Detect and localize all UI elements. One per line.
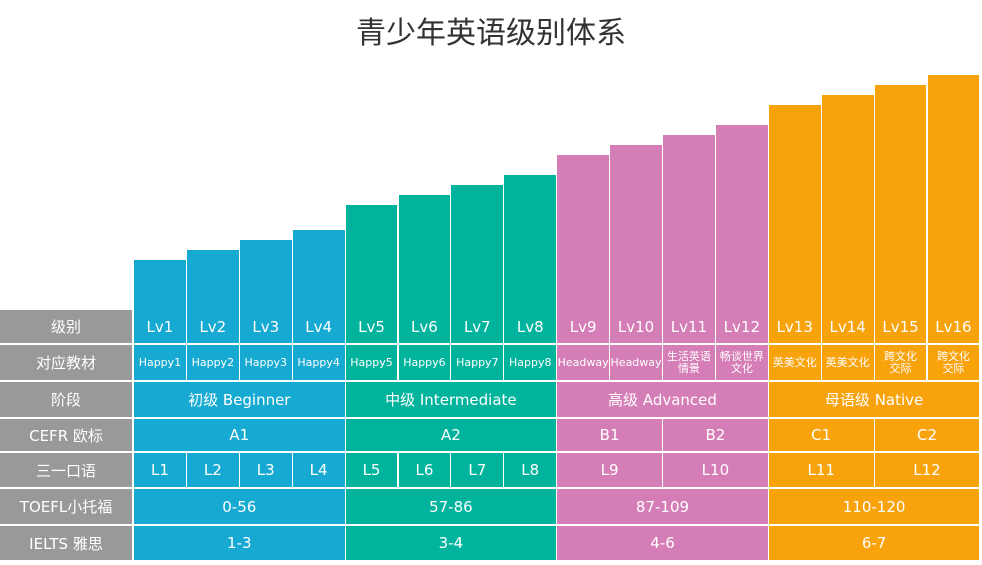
row-label: 对应教材: [0, 345, 132, 380]
ielts-cell: 3-4: [345, 526, 557, 560]
trinity-cell: L9: [557, 453, 662, 487]
row-label: 阶段: [0, 382, 132, 417]
cefr-cell: C1: [768, 419, 874, 451]
toefl-cell: 57-86: [345, 489, 557, 524]
textbook-cell: Happy7: [451, 345, 504, 380]
toefl-cell: 0-56: [134, 489, 345, 524]
trinity-cell: L6: [398, 453, 451, 487]
level-cell: Lv3: [239, 310, 292, 343]
trinity-cell: L10: [663, 453, 768, 487]
toefl-cell: 87-109: [557, 489, 768, 524]
step-bar: [821, 95, 874, 310]
cefr-cell: C2: [874, 419, 980, 451]
textbook-cell: 英美文化: [768, 345, 821, 380]
step-bar: [715, 125, 768, 310]
trinity-cell: L3: [239, 453, 292, 487]
step-bar: [874, 85, 927, 310]
textbook-cell: Happy2: [186, 345, 239, 380]
step-bar: [239, 240, 292, 310]
step-bar: [134, 260, 186, 310]
step-bar: [927, 75, 980, 310]
row-label: IELTS 雅思: [0, 526, 132, 560]
cefr-cell: B1: [557, 419, 662, 451]
textbook-cell: 跨文化 交际: [927, 345, 980, 380]
step-bar: [345, 205, 398, 310]
textbook-cell: Happy6: [398, 345, 451, 380]
textbook-cell: 跨文化 交际: [874, 345, 927, 380]
textbook-cell: Happy4: [292, 345, 345, 380]
stage-cell: 中级 Intermediate: [345, 382, 557, 417]
trinity-cell: L1: [134, 453, 186, 487]
cefr-cell: B2: [663, 419, 768, 451]
ielts-cell: 1-3: [134, 526, 345, 560]
textbook-cell: Happy5: [345, 345, 398, 380]
level-cell: Lv11: [663, 310, 715, 343]
step-bar: [504, 175, 557, 310]
textbook-cell: Happy8: [504, 345, 557, 380]
textbook-cell: Headway: [557, 345, 610, 380]
step-bar: [186, 250, 239, 310]
textbook-cell: Headway: [610, 345, 662, 380]
trinity-cell: L2: [186, 453, 239, 487]
stage-cell: 初级 Beginner: [134, 382, 345, 417]
level-cell: Lv10: [610, 310, 662, 343]
level-cell: Lv4: [292, 310, 345, 343]
step-bar: [768, 105, 821, 310]
trinity-cell: L7: [451, 453, 504, 487]
step-bar: [557, 155, 610, 310]
stage-cell: 高级 Advanced: [557, 382, 768, 417]
trinity-cell: L5: [345, 453, 398, 487]
textbook-cell: Happy1: [134, 345, 186, 380]
level-cell: Lv15: [874, 310, 927, 343]
textbook-cell: 英美文化: [821, 345, 874, 380]
trinity-cell: L12: [874, 453, 980, 487]
level-cell: Lv7: [451, 310, 504, 343]
toefl-cell: 110-120: [768, 489, 980, 524]
step-bar: [451, 185, 504, 310]
level-cell: Lv12: [715, 310, 768, 343]
level-cell: Lv8: [504, 310, 557, 343]
textbook-cell: 畅谈世界 文化: [715, 345, 768, 380]
cefr-cell: A2: [345, 419, 557, 451]
ielts-cell: 6-7: [768, 526, 980, 560]
level-cell: Lv13: [768, 310, 821, 343]
step-bar: [292, 230, 345, 310]
trinity-cell: L4: [292, 453, 345, 487]
row-label: 级别: [0, 310, 132, 343]
step-bar: [663, 135, 715, 310]
step-bar: [398, 195, 451, 310]
textbook-cell: Happy3: [239, 345, 292, 380]
stage-cell: 母语级 Native: [768, 382, 980, 417]
textbook-cell: 生活英语 情景: [663, 345, 715, 380]
ielts-cell: 4-6: [557, 526, 768, 560]
level-cell: Lv2: [186, 310, 239, 343]
step-bar: [610, 145, 662, 310]
level-cell: Lv1: [134, 310, 186, 343]
level-cell: Lv16: [927, 310, 980, 343]
cefr-cell: A1: [134, 419, 345, 451]
trinity-cell: L8: [504, 453, 557, 487]
level-cell: Lv9: [557, 310, 610, 343]
trinity-cell: L11: [768, 453, 874, 487]
row-label: TOEFL小托福: [0, 489, 132, 524]
row-label: 三一口语: [0, 453, 132, 487]
level-cell: Lv5: [345, 310, 398, 343]
level-cell: Lv14: [821, 310, 874, 343]
level-cell: Lv6: [398, 310, 451, 343]
title: 青少年英语级别体系: [356, 16, 626, 51]
row-label: CEFR 欧标: [0, 419, 132, 451]
